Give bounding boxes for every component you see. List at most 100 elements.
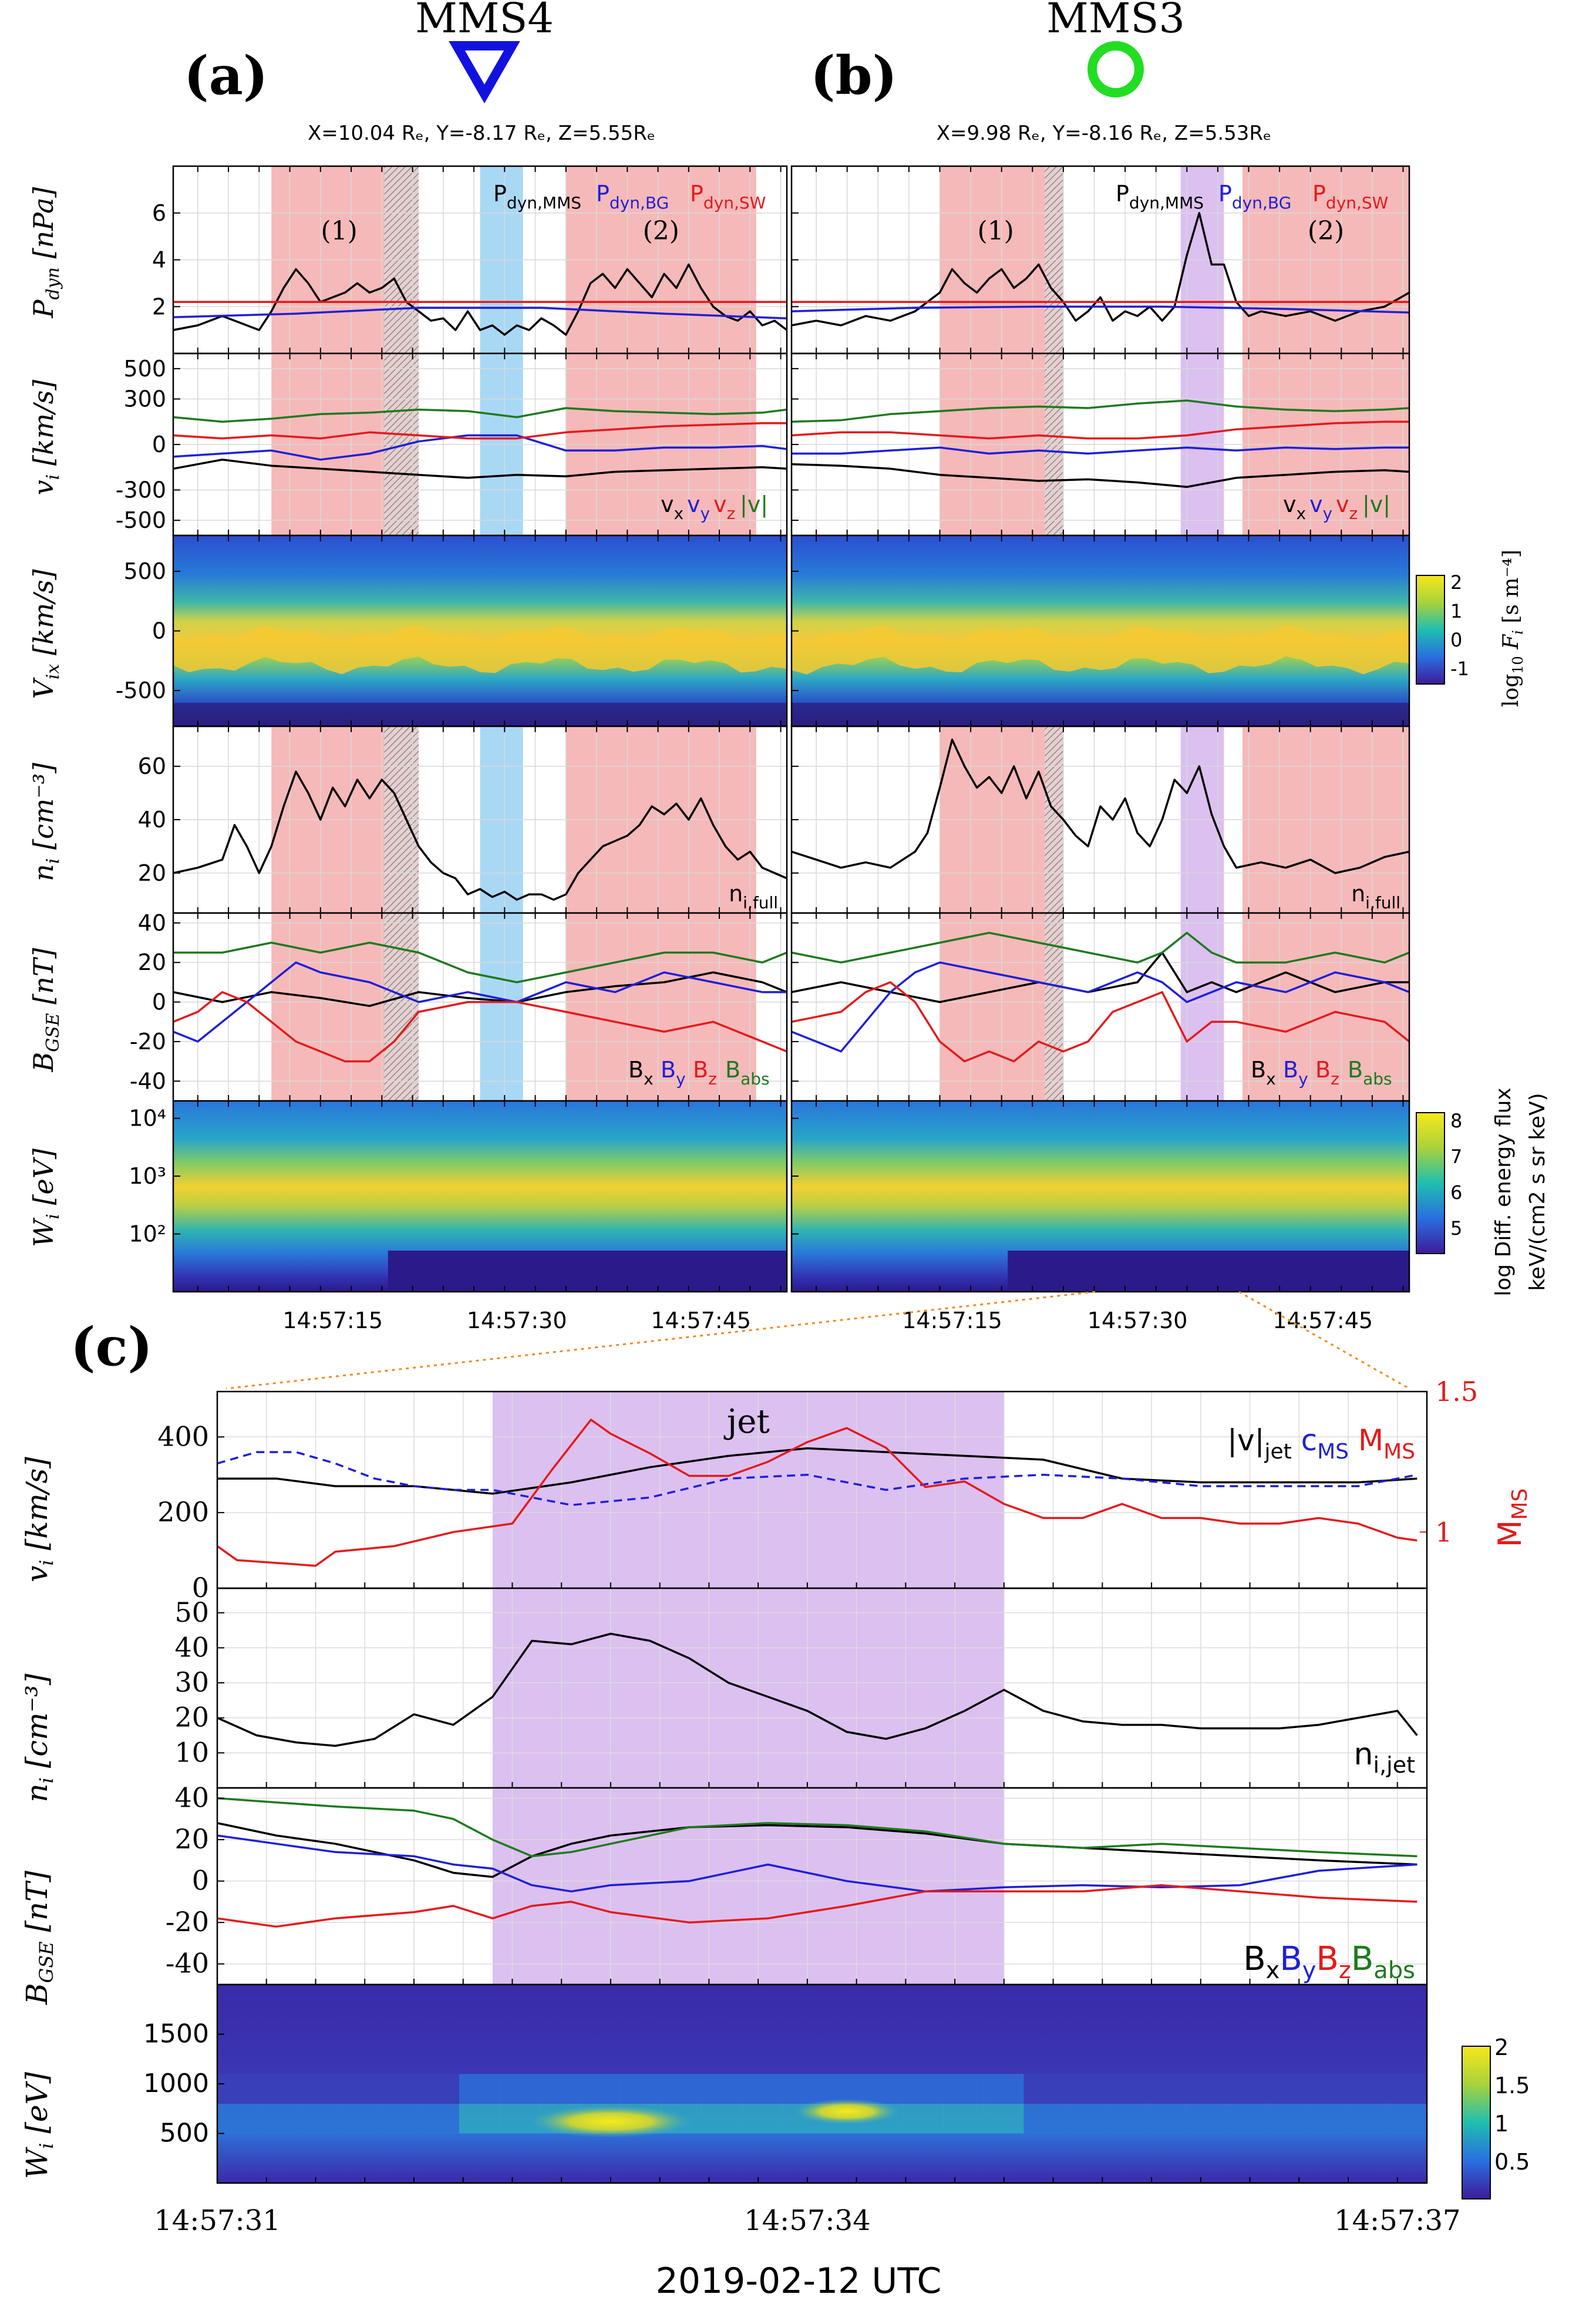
legend-entry: Bx [628, 1057, 654, 1089]
series-line-b-y [217, 1834, 1417, 1893]
heatmap-cell [741, 2103, 783, 2134]
cbar-wi-tick-6: 6 [1450, 1181, 1462, 1204]
legend-entry: Bz [1315, 1057, 1339, 1089]
ylabel-wi: Wi [eV] [28, 1148, 63, 1247]
interval-label-2: (2) [1308, 216, 1344, 246]
heatmap-cell [862, 2074, 904, 2104]
cbar-vix-tick-2: 2 [1450, 571, 1462, 594]
heatmap-cell [1386, 2103, 1427, 2134]
legend-entry: vz [1336, 491, 1358, 523]
legend-entry: Pdyn,BG [1218, 181, 1291, 213]
legend-entry: Babs [725, 1057, 770, 1089]
series-line-v-z [791, 420, 1409, 440]
heatmap-cell [338, 2074, 379, 2104]
legend-entry: Pdyn,MMS [1116, 181, 1204, 213]
heatmap-cell [378, 2103, 420, 2134]
heatmap-cell [1346, 2103, 1388, 2134]
panel-b4: ni,full [790, 725, 1410, 914]
colorbar-wi [1416, 1112, 1445, 1254]
y-tick-label: 2 [152, 294, 166, 319]
heatmap-cell [1346, 2074, 1388, 2104]
heatmap-cell [338, 2103, 379, 2134]
jet-interval-band [492, 1588, 1004, 1788]
panel-b3 [790, 534, 1410, 727]
y-tick-label: 40 [138, 807, 166, 833]
panel-c3: -40 -20 0 20 40 BxByBzBabs [166, 1782, 1428, 1986]
heatmap-cell [1023, 2074, 1065, 2104]
series-line-v-x [791, 463, 1410, 489]
x-tick-label-c: 14:57:31 [154, 2204, 281, 2237]
heatmap-cell [499, 2074, 541, 2104]
legend-entry: Bx [1251, 1057, 1276, 1089]
y-tick-label: 4 [152, 247, 166, 273]
y-tick-label: 0 [192, 1865, 209, 1897]
heatmap-cell [701, 2074, 742, 2104]
heatmap-cell [1064, 2074, 1105, 2104]
heatmap-cell [459, 2103, 500, 2134]
heatmap-peak-2 [793, 2098, 900, 2125]
series-line-b-y [791, 961, 1410, 1053]
heatmap-cell [1104, 2103, 1146, 2134]
panel-b1: (1) (2)Pdyn,SW Pdyn,BG Pdyn,MMS [790, 165, 1410, 355]
position-label-a: X=10.04 Rₑ, Y=-8.17 Rₑ, Z=5.55Rₑ [308, 122, 655, 145]
ylabel-c-bgse: BGSE [nT] [20, 1870, 58, 2005]
heatmap-cell [257, 2103, 299, 2134]
y-tick-label: 0 [192, 1572, 209, 1604]
interval-label-2: (2) [643, 216, 679, 246]
panel-letter-b: (b) [810, 45, 897, 107]
y-tick-label: -20 [166, 1906, 209, 1938]
x-tick-label-b: 14:57:45 [1272, 1308, 1373, 1333]
heatmap-cell [983, 2103, 1025, 2134]
legend-entry: vz [713, 491, 735, 523]
heatmap-cell [419, 2074, 460, 2104]
cbar-vix-tick-m1: -1 [1450, 658, 1469, 680]
y-tick-label: 40 [174, 1782, 209, 1814]
x-tick-label-a: 14:57:30 [467, 1308, 567, 1333]
interval-band [1045, 913, 1063, 1101]
series-line-n-i-jet [217, 1632, 1418, 1747]
panel-a1: 2 4 6 (1) (2) Pdyn,SW Pdyn,BG Pdyn,MMS [152, 165, 788, 355]
panel-c1: 1 1.5 jet |v|jet cMS MMS 0 200 400 [157, 1376, 1478, 1604]
zoom-line-left [225, 1291, 1096, 1390]
y-tick-label: 0 [152, 618, 166, 644]
heatmap-cell [1225, 2103, 1267, 2134]
interval-label-1: (1) [321, 216, 357, 246]
heatmap-cell [419, 2103, 460, 2134]
x-tick-label-c: 14:57:37 [1334, 2204, 1461, 2237]
series-line-v-z [173, 422, 787, 440]
jet-annotation: jet [723, 1403, 770, 1441]
heatmap-cell [378, 2074, 420, 2104]
triangle-marker-icon [449, 41, 520, 104]
series-line-n-i-full [791, 738, 1410, 874]
heatmap-peak [528, 2105, 693, 2138]
cbar-wi-tick-5: 5 [1450, 1217, 1462, 1239]
heatmap-cell [1185, 2074, 1226, 2104]
panel-letter-c: (c) [70, 1316, 153, 1378]
heatmap-cell [1023, 2103, 1065, 2134]
heatmap-cell [540, 2074, 581, 2104]
panel-a3: -500 0 500 [116, 534, 788, 727]
y-tick-label: 20 [138, 860, 166, 886]
heatmap-cell [1185, 2103, 1226, 2134]
y-tick-label: 40 [174, 1631, 209, 1663]
x-tick-label-b: 14:57:15 [902, 1308, 1002, 1333]
panel-headings: (a) MMS4 X=10.04 Rₑ, Y=-8.17 Rₑ, Z=5.55R… [70, 0, 1271, 2302]
legend-entry: Pdyn,SW [1312, 181, 1388, 213]
y-tick-label: 10⁴ [129, 1106, 166, 1131]
x-tick-label-a: 14:57:45 [651, 1308, 751, 1333]
legend-entry: By [661, 1057, 686, 1089]
y-tick-label: 0 [152, 989, 166, 1015]
legend-c3: BxByBzBabs [1243, 1940, 1415, 1984]
heatmap-cell [983, 2074, 1025, 2104]
y-tick-label: -500 [116, 678, 166, 703]
y-tick-label: 1000 [143, 2069, 209, 2098]
legend-entry: Pdyn,SW [690, 181, 766, 213]
legend-entry: |v| [740, 491, 768, 518]
heatmap-cell [903, 2103, 944, 2134]
y-tick-label: -40 [166, 1948, 209, 1979]
cbar-wi-units: keV/(cm2 s sr keV) [1526, 1093, 1550, 1291]
ylabel-vi: vi [km/s] [28, 380, 63, 496]
